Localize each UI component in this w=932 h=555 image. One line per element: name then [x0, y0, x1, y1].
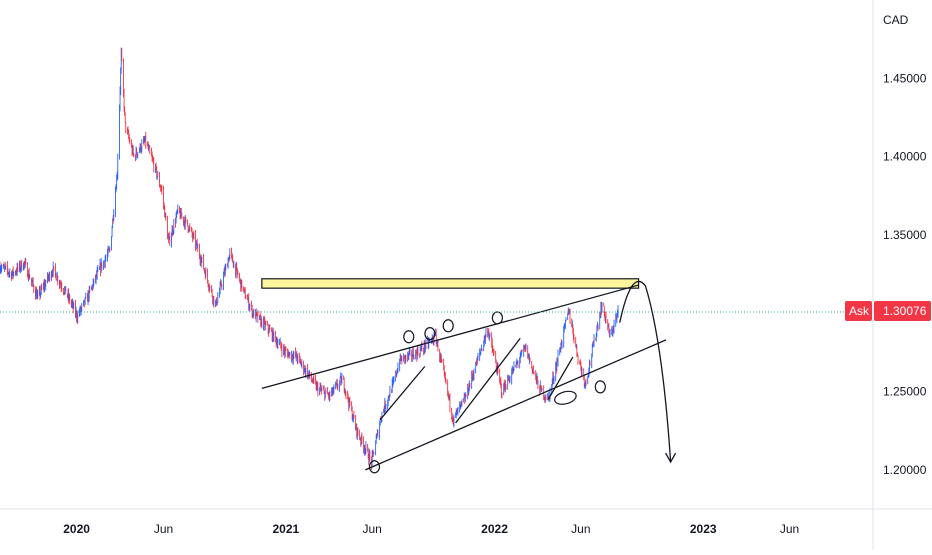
currency-label: CAD — [883, 13, 909, 27]
price-tick-label: 1.40000 — [883, 150, 927, 164]
drawing-annotations — [261, 278, 677, 474]
marked-ellipse — [491, 311, 503, 325]
price-tick-label: 1.35000 — [883, 228, 927, 242]
ask-label: Ask — [849, 304, 870, 318]
time-axis: 2020 Jun 2021 Jun 2022 Jun 2023 Jun — [63, 522, 799, 536]
marked-ellipse — [403, 330, 415, 344]
price-axis: 1.45000 1.40000 1.35000 1.25000 1.20000 — [883, 71, 927, 477]
marked-ellipse — [594, 380, 606, 394]
trendline — [261, 284, 639, 390]
time-tick-label: Jun — [571, 522, 590, 536]
marked-ellipse — [554, 390, 577, 405]
time-tick-label: 2023 — [690, 522, 717, 536]
resistance-zone — [261, 278, 640, 289]
trendline — [379, 366, 426, 421]
ask-value: 1.30076 — [883, 304, 927, 318]
time-tick-label: 2022 — [481, 522, 508, 536]
trendline — [547, 356, 574, 400]
forecast-arrowhead — [665, 452, 677, 464]
time-tick-label: 2020 — [63, 522, 90, 536]
price-tick-label: 1.25000 — [883, 385, 927, 399]
trendline — [455, 337, 521, 424]
time-tick-label: 2021 — [273, 522, 300, 536]
ask-price-badge: Ask 1.30076 — [845, 301, 931, 321]
price-tick-label: 1.45000 — [883, 71, 927, 85]
price-tick-label: 1.20000 — [883, 463, 927, 477]
time-tick-label: Jun — [154, 522, 173, 536]
time-tick-label: Jun — [363, 522, 382, 536]
marked-ellipse — [424, 326, 436, 341]
ask-value-bg — [874, 301, 931, 321]
time-tick-label: Jun — [780, 522, 799, 536]
marked-ellipse — [442, 319, 454, 333]
ask-label-bg — [845, 301, 872, 321]
marked-ellipse — [368, 460, 381, 474]
price-series — [0, 47, 619, 470]
forecast-arrow — [619, 280, 672, 463]
trendline — [365, 339, 667, 471]
